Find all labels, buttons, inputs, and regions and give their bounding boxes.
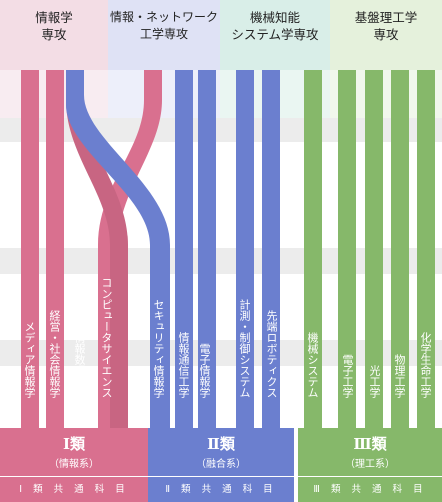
- department-informatics-label: 情報学 専攻: [35, 10, 73, 42]
- department-mechanical-systems: 機械知能 システム学専攻: [220, 9, 330, 43]
- stream-electronic-information: [198, 70, 216, 430]
- category-2-subtitle: （融合系）: [196, 459, 246, 470]
- department-fundamental-science-label: 基盤理工学 専攻: [354, 10, 418, 42]
- stream-mechanical-systems: [304, 70, 322, 430]
- stream-advanced-robotics: [262, 70, 280, 430]
- category-3-block: [298, 428, 442, 502]
- department-network-engineering-label: 情報・ネットワーク 工学専攻: [109, 10, 218, 41]
- pink-department-header-bg: [0, 0, 108, 70]
- program-label-optical-engineering: 光工学: [368, 365, 381, 398]
- category-3-subtitle: （理工系）: [345, 459, 395, 470]
- program-label-information-communication: 情報通信工学: [177, 332, 190, 398]
- program-label-computer-science: コンピュータサイエンス: [100, 277, 113, 398]
- program-label-physical-engineering: 物理工学: [393, 354, 406, 398]
- category-2-block: [148, 428, 294, 502]
- program-label-media-informatics: メディア情報学: [23, 321, 36, 398]
- stream-management-social-informatics: [46, 70, 64, 430]
- category-3-title: Ⅲ類: [353, 435, 387, 453]
- stream-optical-engineering: [365, 70, 383, 430]
- category-1-subtitle: （情報系）: [49, 459, 99, 470]
- stream-mathematical-informatics: [66, 70, 128, 430]
- program-label-electronic-engineering: 電子工学: [341, 354, 354, 398]
- department-network-engineering: 情報・ネットワーク 工学専攻: [108, 9, 220, 43]
- stream-electronic-engineering: [338, 70, 356, 430]
- program-label-chemistry-bioengineering: 化学生命工学: [419, 332, 432, 398]
- blue-department-header-bg: [108, 0, 220, 70]
- program-label-management-social-informatics: 経営・社会情報学: [48, 310, 61, 398]
- stream-information-communication: [175, 70, 193, 430]
- program-label-security-informatics: セキュリティ情報学: [152, 299, 165, 398]
- program-label-advanced-robotics: 先端ロボティクス: [265, 310, 278, 398]
- stream-security-informatics: [66, 70, 170, 430]
- category-1-title: Ⅰ類: [62, 435, 86, 453]
- category-1-common-divider: [0, 476, 148, 477]
- stream-media-informatics: [21, 70, 39, 430]
- green-department-header-bg: [330, 0, 442, 70]
- stream-chemistry-bioengineering: [417, 70, 435, 430]
- stream-measurement-control: [236, 70, 254, 430]
- category-3-common-subjects: Ⅲ 類 共 通 科 目: [313, 484, 427, 495]
- category-2-title: Ⅱ類: [207, 435, 235, 453]
- program-label-measurement-control: 計測・制御システム: [238, 299, 251, 398]
- category-2-common-divider: [148, 476, 294, 477]
- mint-department-header-bg: [220, 0, 330, 70]
- department-informatics: 情報学 専攻: [0, 9, 108, 43]
- department-fundamental-science: 基盤理工学 専攻: [330, 9, 442, 43]
- category-1-common-subjects: Ⅰ 類 共 通 科 目: [19, 484, 129, 495]
- department-mechanical-systems-label: 機械知能 システム学専攻: [231, 10, 319, 42]
- program-label-mathematical-informatics: 情報数理工学: [73, 332, 86, 398]
- category-3-common-divider: [298, 476, 442, 477]
- category-2-common-subjects: Ⅱ 類 共 通 科 目: [165, 484, 277, 495]
- program-label-mechanical-systems: 機械システム: [306, 332, 319, 398]
- category-1-block: [0, 428, 148, 502]
- program-label-electronic-information: 電子情報学: [198, 343, 211, 398]
- stream-physical-engineering: [391, 70, 409, 430]
